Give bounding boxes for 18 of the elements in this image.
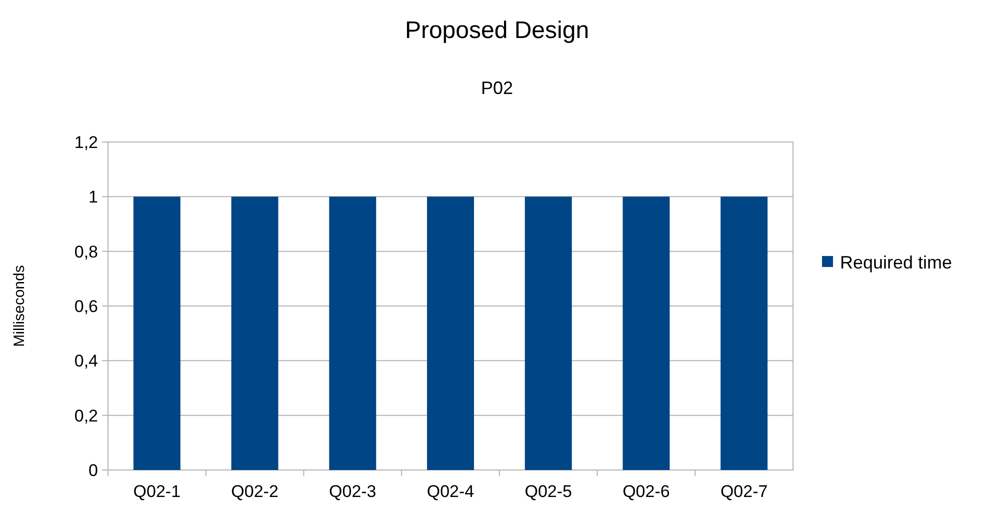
x-tick-label: Q02-5 bbox=[524, 482, 572, 501]
x-tick-label: Q02-2 bbox=[231, 482, 278, 501]
x-tick-label: Q02-7 bbox=[720, 482, 768, 501]
y-tick-label: 0,4 bbox=[74, 352, 98, 371]
y-tick-label: 0,6 bbox=[74, 296, 98, 316]
x-tick-label: Q02-6 bbox=[622, 482, 670, 501]
y-tick-label: 0,2 bbox=[74, 406, 98, 426]
legend-label: Required time bbox=[840, 252, 952, 272]
y-tick-label: 1 bbox=[88, 188, 98, 207]
x-tick-label: Q02-4 bbox=[426, 482, 474, 501]
x-tick-label: Q02-3 bbox=[329, 482, 376, 501]
chart-title: Proposed Design bbox=[404, 17, 590, 44]
y-axis-title: Milliseconds bbox=[11, 265, 28, 347]
y-tick-label: 0,8 bbox=[74, 242, 98, 262]
y-tick-label: 1,2 bbox=[74, 132, 98, 152]
y-tick-label: 0 bbox=[88, 460, 98, 480]
x-tick-label: Q02-1 bbox=[133, 482, 181, 501]
chart-subtitle: P02 bbox=[480, 78, 514, 98]
